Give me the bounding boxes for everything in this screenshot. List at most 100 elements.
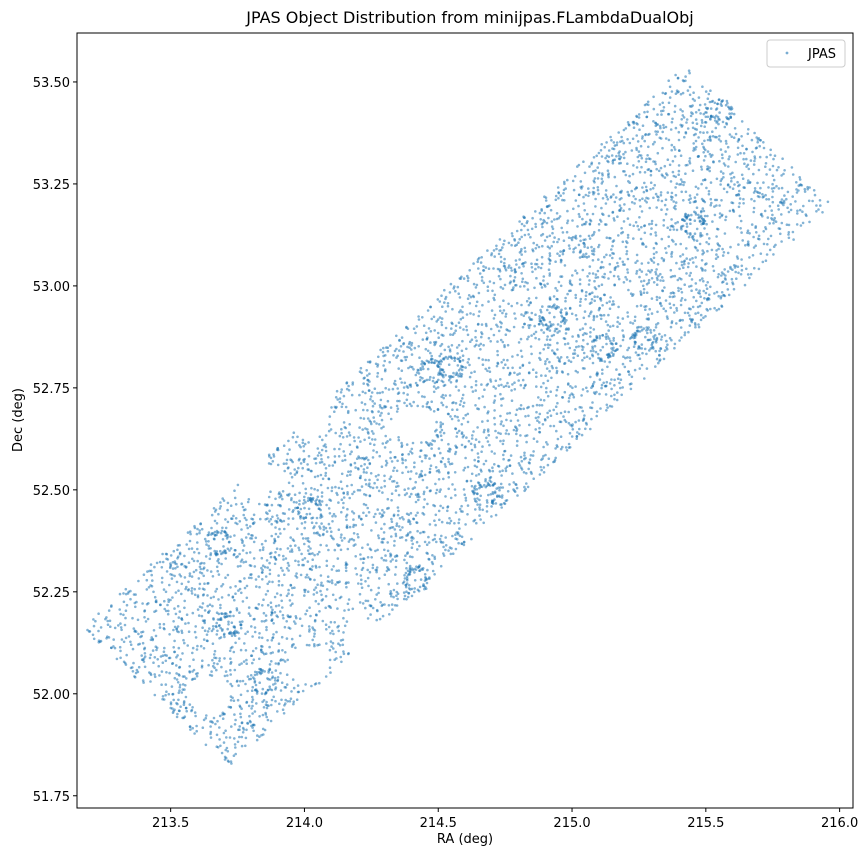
data-point [445,405,448,409]
data-point [218,714,222,718]
data-point [194,568,198,572]
data-point [320,491,324,494]
data-point [195,532,199,536]
data-point [677,130,681,134]
data-point [261,687,265,691]
data-point [561,396,565,399]
data-point [267,453,271,457]
data-point [771,190,775,193]
data-point [234,592,237,595]
data-point [294,559,297,563]
data-point [502,299,505,303]
data-point [364,493,368,497]
data-point [265,511,268,514]
data-point [717,247,720,251]
data-point [262,611,266,615]
data-point [448,394,452,397]
data-point [204,555,208,558]
data-point [313,683,317,686]
data-point [626,348,629,352]
data-point [682,260,686,264]
data-point [539,385,543,389]
data-point [592,247,596,251]
data-point [677,286,680,290]
data-point [731,268,734,272]
data-point [721,213,724,217]
data-point [494,387,498,390]
data-point [372,416,376,419]
data-point [357,535,360,539]
data-point [768,222,771,225]
data-point [688,285,691,288]
data-point [574,293,577,297]
data-point [295,471,299,475]
data-point [746,231,749,235]
data-point [579,234,582,238]
data-point [750,223,754,226]
data-point [548,409,551,413]
data-point [149,569,153,573]
data-point [436,298,440,301]
data-point [550,244,553,248]
data-point [282,658,285,662]
data-point [212,716,216,720]
data-point [762,242,766,246]
data-point [567,421,571,425]
data-point [605,380,609,384]
data-point [274,604,278,608]
data-point [523,233,527,237]
data-point [453,359,457,363]
data-point [296,527,299,530]
data-point [697,187,700,190]
data-point [708,100,712,104]
data-point [338,397,342,400]
data-point [446,302,450,305]
data-point [638,357,642,361]
data-point [423,473,427,477]
data-point [604,189,608,192]
data-point [382,511,386,514]
data-point [640,343,644,346]
data-point [470,472,474,476]
data-point [513,381,516,385]
data-point [225,746,229,750]
data-point [386,349,390,353]
data-point [395,594,398,597]
data-point [376,548,379,552]
data-point [384,434,388,438]
data-point [390,517,393,521]
data-point [650,227,653,230]
data-point [241,505,245,509]
data-point [726,145,730,149]
data-point [333,455,337,458]
data-point [424,331,428,335]
data-point [500,383,503,387]
data-point [761,193,764,196]
data-point [262,706,266,709]
data-point [548,262,551,265]
data-point [527,414,530,418]
data-point [401,461,405,465]
data-point [383,479,386,483]
data-point [713,292,716,295]
data-point [655,133,658,136]
data-point [753,266,756,270]
data-point [481,395,485,398]
data-point [210,629,214,633]
data-point [216,662,219,666]
data-point [564,296,567,300]
data-point [205,543,208,546]
data-point [439,352,443,356]
data-point [516,353,519,357]
data-point [435,488,439,492]
data-point [332,565,335,568]
data-point [463,445,467,449]
data-point [361,546,364,550]
data-point [533,324,536,328]
data-point [347,598,351,601]
data-point [753,155,756,158]
data-point [559,356,563,359]
data-point [446,449,450,453]
data-point [499,432,502,436]
data-point [559,435,563,439]
